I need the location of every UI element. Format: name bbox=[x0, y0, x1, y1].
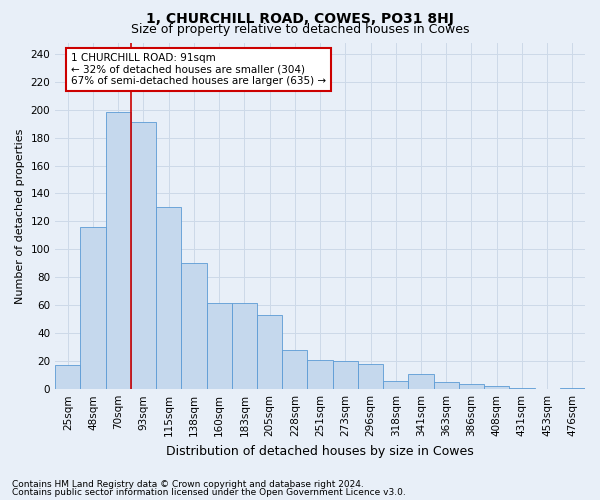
Text: 1 CHURCHILL ROAD: 91sqm
← 32% of detached houses are smaller (304)
67% of semi-d: 1 CHURCHILL ROAD: 91sqm ← 32% of detache… bbox=[71, 53, 326, 86]
Bar bbox=[232, 302, 257, 389]
Bar bbox=[358, 364, 383, 389]
Bar bbox=[484, 386, 509, 389]
Bar bbox=[459, 384, 484, 389]
Bar bbox=[434, 382, 459, 389]
Bar bbox=[106, 112, 131, 389]
Bar bbox=[181, 264, 206, 389]
Bar bbox=[307, 360, 332, 389]
Text: Contains public sector information licensed under the Open Government Licence v3: Contains public sector information licen… bbox=[12, 488, 406, 497]
Text: 1, CHURCHILL ROAD, COWES, PO31 8HJ: 1, CHURCHILL ROAD, COWES, PO31 8HJ bbox=[146, 12, 454, 26]
Bar bbox=[257, 315, 282, 389]
Text: Size of property relative to detached houses in Cowes: Size of property relative to detached ho… bbox=[131, 24, 469, 36]
Bar bbox=[206, 302, 232, 389]
Bar bbox=[509, 388, 535, 389]
X-axis label: Distribution of detached houses by size in Cowes: Distribution of detached houses by size … bbox=[166, 444, 474, 458]
Bar bbox=[156, 208, 181, 389]
Text: Contains HM Land Registry data © Crown copyright and database right 2024.: Contains HM Land Registry data © Crown c… bbox=[12, 480, 364, 489]
Bar bbox=[332, 361, 358, 389]
Bar bbox=[409, 374, 434, 389]
Bar bbox=[80, 227, 106, 389]
Bar bbox=[383, 381, 409, 389]
Bar bbox=[282, 350, 307, 389]
Bar bbox=[55, 366, 80, 389]
Bar bbox=[131, 122, 156, 389]
Y-axis label: Number of detached properties: Number of detached properties bbox=[15, 128, 25, 304]
Bar bbox=[560, 388, 585, 389]
